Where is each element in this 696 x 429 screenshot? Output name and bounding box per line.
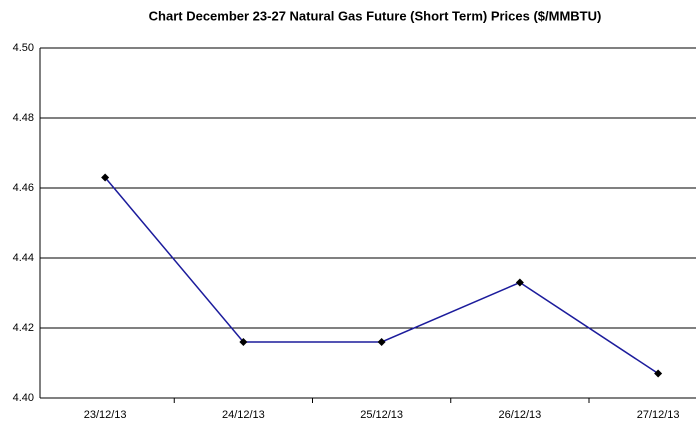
y-tick-label: 4.40 (13, 392, 34, 404)
y-tick-label: 4.48 (13, 112, 34, 124)
x-tick-label: 27/12/13 (637, 409, 680, 421)
marker (239, 338, 248, 346)
x-tick-label: 26/12/13 (498, 409, 541, 421)
x-tick-label: 24/12/13 (222, 409, 265, 421)
y-tick-label: 4.46 (13, 182, 34, 194)
marker (654, 369, 663, 378)
y-tick-label: 4.50 (13, 42, 34, 54)
marker (377, 338, 386, 346)
y-tick-label: 4.44 (13, 252, 34, 264)
marker (101, 173, 110, 182)
chart-title: Chart December 23-27 Natural Gas Future … (149, 8, 602, 23)
y-tick-label: 4.42 (13, 322, 34, 334)
x-tick-label: 25/12/13 (360, 409, 403, 421)
x-tick-label: 23/12/13 (84, 409, 127, 421)
marker (515, 278, 524, 287)
